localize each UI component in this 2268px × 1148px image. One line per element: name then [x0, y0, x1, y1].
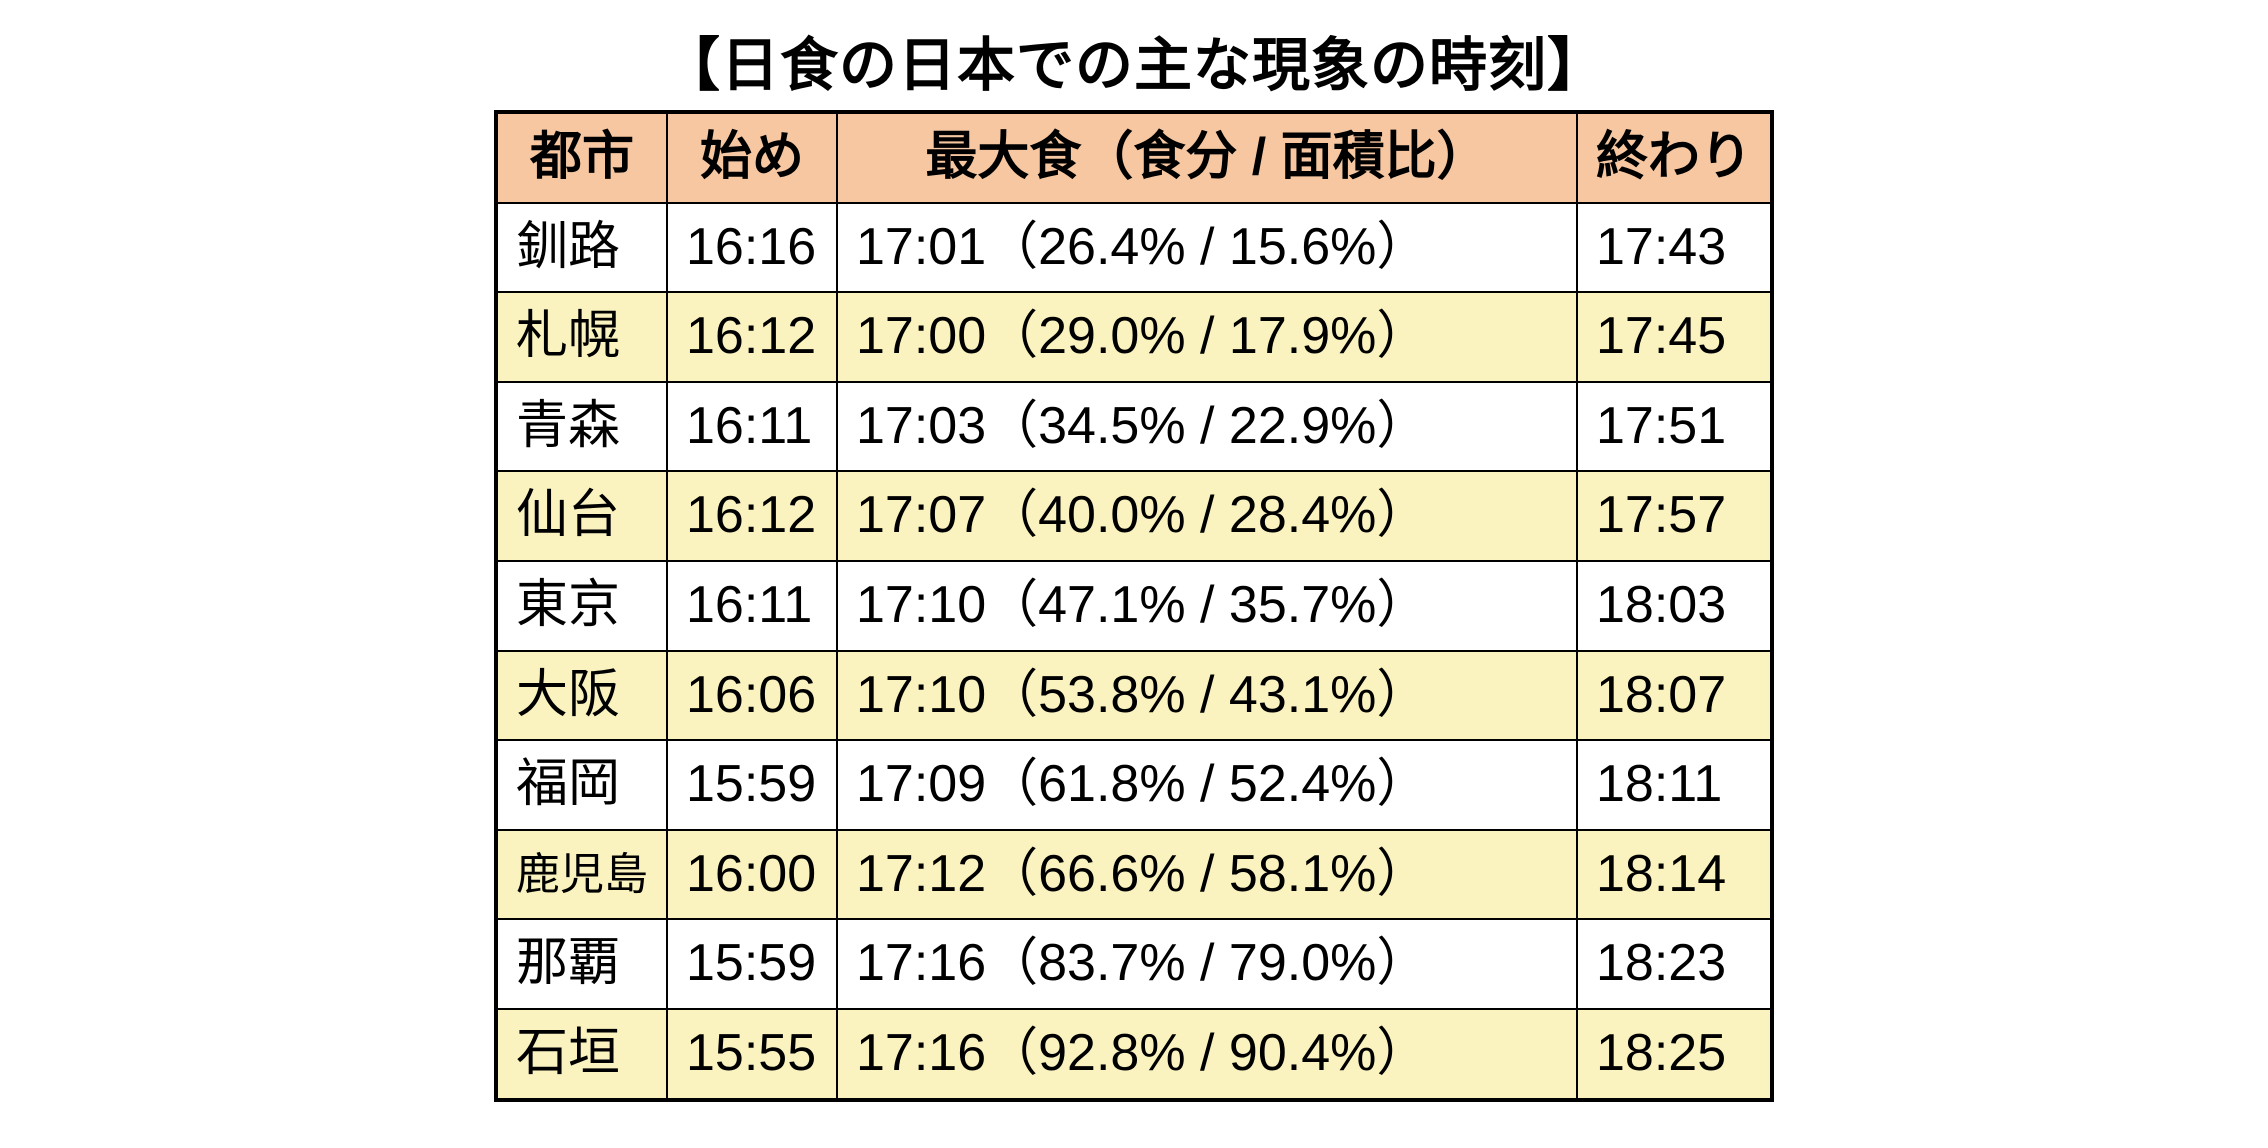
table-body: 釧路16:1617:01（26.4% / 15.6%）17:43札幌16:121… — [496, 203, 1772, 1100]
cell-start: 16:00 — [667, 830, 837, 920]
table-row: 東京16:1117:10（47.1% / 35.7%）18:03 — [496, 561, 1772, 651]
cell-end: 18:25 — [1577, 1009, 1772, 1100]
cell-start: 16:11 — [667, 561, 837, 651]
cell-max-time: 17:01 — [856, 218, 986, 276]
cell-city: 東京 — [496, 561, 667, 651]
cell-city: 札幌 — [496, 292, 667, 382]
cell-max: 17:07（40.0% / 28.4%） — [837, 471, 1577, 561]
cell-max-time: 17:00 — [856, 307, 986, 365]
cell-end: 18:07 — [1577, 651, 1772, 741]
cell-max-paren: （61.8% / 52.4%） — [986, 755, 1428, 813]
cell-max-time: 17:07 — [856, 486, 986, 544]
cell-end: 18:14 — [1577, 830, 1772, 920]
cell-city: 釧路 — [496, 203, 667, 293]
cell-start: 16:06 — [667, 651, 837, 741]
cell-max: 17:03（34.5% / 22.9%） — [837, 382, 1577, 472]
cell-end: 17:43 — [1577, 203, 1772, 293]
cell-max-time: 17:10 — [856, 666, 986, 724]
cell-end: 17:57 — [1577, 471, 1772, 561]
cell-city: 仙台 — [496, 471, 667, 561]
page-title: 【日食の日本での主な現象の時刻】 — [662, 18, 1606, 102]
cell-max-paren: （83.7% / 79.0%） — [986, 934, 1428, 992]
cell-max-time: 17:03 — [856, 397, 986, 455]
cell-end: 18:11 — [1577, 740, 1772, 830]
table-row: 大阪16:0617:10（53.8% / 43.1%）18:07 — [496, 651, 1772, 741]
cell-max: 17:01（26.4% / 15.6%） — [837, 203, 1577, 293]
cell-city: 大阪 — [496, 651, 667, 741]
cell-start: 15:55 — [667, 1009, 837, 1100]
cell-max-paren: （26.4% / 15.6%） — [986, 218, 1428, 276]
cell-max: 17:16（83.7% / 79.0%） — [837, 919, 1577, 1009]
cell-max: 17:16（92.8% / 90.4%） — [837, 1009, 1577, 1100]
cell-max-time: 17:09 — [856, 755, 986, 813]
cell-start: 16:12 — [667, 471, 837, 561]
cell-city: 鹿児島 — [496, 830, 667, 920]
col-header-max: 最大食（食分 / 面積比） — [837, 112, 1577, 203]
cell-start: 15:59 — [667, 919, 837, 1009]
cell-city: 石垣 — [496, 1009, 667, 1100]
cell-max: 17:10（53.8% / 43.1%） — [837, 651, 1577, 741]
cell-max-time: 17:16 — [856, 934, 986, 992]
cell-end: 17:51 — [1577, 382, 1772, 472]
cell-max-time: 17:12 — [856, 845, 986, 903]
cell-city: 福岡 — [496, 740, 667, 830]
cell-max-paren: （53.8% / 43.1%） — [986, 666, 1428, 724]
cell-end: 18:23 — [1577, 919, 1772, 1009]
col-header-city: 都市 — [496, 112, 667, 203]
table-row: 釧路16:1617:01（26.4% / 15.6%）17:43 — [496, 203, 1772, 293]
cell-max-paren: （40.0% / 28.4%） — [986, 486, 1428, 544]
cell-max: 17:10（47.1% / 35.7%） — [837, 561, 1577, 651]
cell-start: 16:12 — [667, 292, 837, 382]
cell-start: 15:59 — [667, 740, 837, 830]
cell-max: 17:00（29.0% / 17.9%） — [837, 292, 1577, 382]
table-row: 那覇15:5917:16（83.7% / 79.0%）18:23 — [496, 919, 1772, 1009]
cell-city: 那覇 — [496, 919, 667, 1009]
table-row: 札幌16:1217:00（29.0% / 17.9%）17:45 — [496, 292, 1772, 382]
table-header-row: 都市 始め 最大食（食分 / 面積比） 終わり — [496, 112, 1772, 203]
table-row: 青森16:1117:03（34.5% / 22.9%）17:51 — [496, 382, 1772, 472]
table-row: 福岡15:5917:09（61.8% / 52.4%）18:11 — [496, 740, 1772, 830]
col-header-start: 始め — [667, 112, 837, 203]
cell-max-time: 17:16 — [856, 1024, 986, 1082]
cell-end: 18:03 — [1577, 561, 1772, 651]
cell-max-paren: （34.5% / 22.9%） — [986, 397, 1428, 455]
cell-end: 17:45 — [1577, 292, 1772, 382]
col-header-end: 終わり — [1577, 112, 1772, 203]
table-row: 石垣15:5517:16（92.8% / 90.4%）18:25 — [496, 1009, 1772, 1100]
cell-max-paren: （66.6% / 58.1%） — [986, 845, 1428, 903]
cell-start: 16:11 — [667, 382, 837, 472]
table-row: 鹿児島16:0017:12（66.6% / 58.1%）18:14 — [496, 830, 1772, 920]
cell-max-paren: （92.8% / 90.4%） — [986, 1024, 1428, 1082]
cell-max-time: 17:10 — [856, 576, 986, 634]
cell-max: 17:09（61.8% / 52.4%） — [837, 740, 1577, 830]
cell-start: 16:16 — [667, 203, 837, 293]
cell-max-paren: （29.0% / 17.9%） — [986, 307, 1428, 365]
cell-city: 青森 — [496, 382, 667, 472]
eclipse-times-table: 都市 始め 最大食（食分 / 面積比） 終わり 釧路16:1617:01（26.… — [494, 110, 1774, 1102]
cell-max-paren: （47.1% / 35.7%） — [986, 576, 1428, 634]
cell-max: 17:12（66.6% / 58.1%） — [837, 830, 1577, 920]
table-row: 仙台16:1217:07（40.0% / 28.4%）17:57 — [496, 471, 1772, 561]
